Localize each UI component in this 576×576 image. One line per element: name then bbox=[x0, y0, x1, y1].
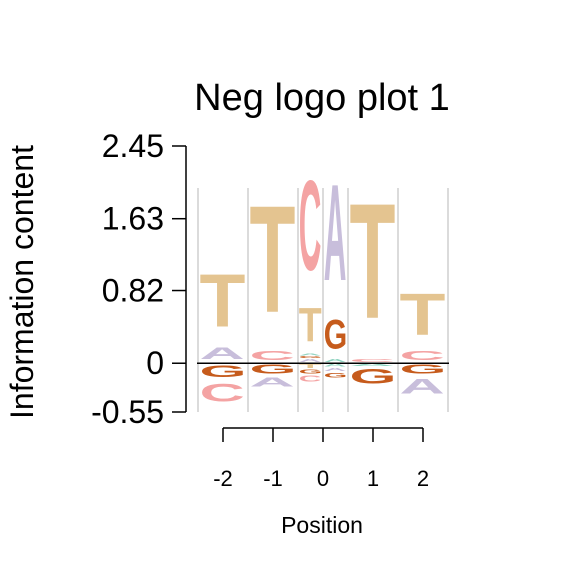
glyph-neg0a-c-2: C bbox=[299, 374, 322, 383]
glyph-pos0b-a-2: A bbox=[324, 157, 347, 310]
y-tick-label-4: 2.45 bbox=[102, 128, 164, 164]
glyph-pos1-c-0: C bbox=[350, 359, 395, 364]
glyph-neg2-a-1: A bbox=[400, 375, 445, 398]
glyph-neg0b-a-1: A bbox=[324, 367, 347, 372]
glyph-neg-2-c-1: C bbox=[200, 379, 245, 407]
x-tick-label-1: -1 bbox=[263, 466, 283, 491]
glyph-pos0b-g-1: G bbox=[324, 311, 347, 358]
glyph-pos0b-n-0: A bbox=[324, 358, 347, 363]
y-axis: -0.55 0 0.82 1.63 2.45 bbox=[91, 128, 187, 430]
x-tick-label-0: -2 bbox=[213, 466, 233, 491]
glyph-neg-1-g-0: G bbox=[250, 362, 297, 376]
x-axis: -2 -1 0 1 2 bbox=[213, 427, 429, 491]
glyph-pos2-t-1: T bbox=[400, 283, 446, 349]
y-tick-label-2: 0.82 bbox=[102, 273, 164, 309]
y-tick-label-3: 1.63 bbox=[102, 201, 164, 237]
column-separators bbox=[197, 188, 449, 412]
glyph-pos-2-t-1: T bbox=[200, 259, 246, 343]
glyph-neg1-n-0: A bbox=[350, 363, 395, 367]
glyph-pos2-c-0: C bbox=[400, 349, 445, 363]
y-axis-label: Information content bbox=[4, 145, 40, 419]
glyph-pos0a-a-0: A bbox=[299, 358, 322, 363]
y-tick-label-0: -0.55 bbox=[91, 394, 164, 430]
chart-title: Neg logo plot 1 bbox=[194, 77, 450, 119]
glyph-neg0a-g-1: G bbox=[299, 369, 322, 375]
glyph-pos0a-c-4: C bbox=[299, 155, 322, 298]
glyph-neg-2-g-0: G bbox=[200, 362, 247, 380]
glyph-pos0a-t-3: T bbox=[299, 299, 322, 353]
glyph-neg1-g-1: G bbox=[350, 365, 397, 389]
x-tick-label-2: 0 bbox=[317, 466, 329, 491]
x-tick-label-4: 2 bbox=[417, 466, 429, 491]
glyph-neg2-g-0: G bbox=[400, 362, 447, 376]
glyph-neg-1-a-1: A bbox=[250, 375, 295, 389]
glyph-pos0a-g-1: G bbox=[299, 356, 322, 359]
glyph-pos-1-c-0: C bbox=[250, 349, 295, 363]
x-tick-label-3: 1 bbox=[367, 466, 379, 491]
glyph-pos1-t-1: T bbox=[350, 170, 396, 354]
glyph-neg0b-g-2: G bbox=[324, 371, 347, 379]
glyph-pos0a-n-2: A bbox=[299, 353, 322, 356]
x-axis-label: Position bbox=[281, 512, 363, 538]
y-tick-label-1: 0 bbox=[146, 345, 164, 381]
glyph-pos-1-t-1: T bbox=[250, 173, 296, 344]
glyph-neg0b-n-0: A bbox=[324, 363, 347, 368]
glyph-pos-2-a-0: A bbox=[200, 344, 245, 363]
glyph-neg0a-t-0: T bbox=[299, 363, 323, 370]
